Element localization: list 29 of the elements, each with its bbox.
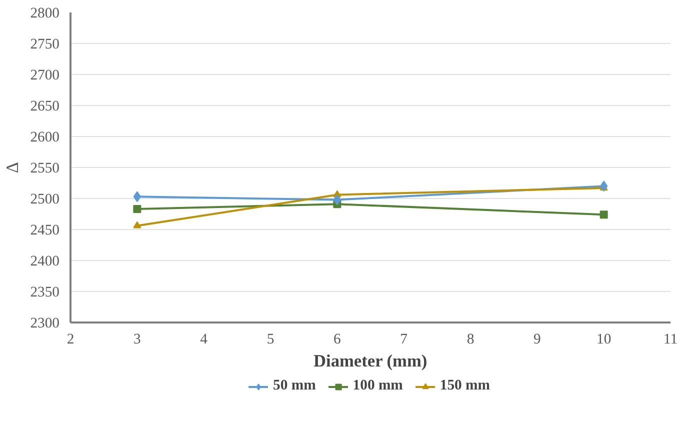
y-tick-label: 2350 bbox=[30, 284, 60, 300]
x-tick-label: 9 bbox=[534, 332, 541, 348]
y-axis-title: Δ bbox=[3, 162, 22, 174]
y-tick-label: 2650 bbox=[30, 98, 60, 114]
legend-label: 150 mm bbox=[440, 378, 490, 394]
y-tick-label: 2300 bbox=[30, 316, 60, 332]
x-tick-label: 8 bbox=[466, 332, 474, 348]
x-tick-label: 5 bbox=[266, 332, 274, 348]
y-tick-label: 2750 bbox=[30, 36, 60, 52]
x-tick-label: 3 bbox=[134, 332, 141, 348]
y-tick-label: 2550 bbox=[30, 160, 60, 176]
x-tick-label: 2 bbox=[66, 332, 74, 348]
y-tick-label: 2700 bbox=[30, 68, 60, 84]
y-tick-label: 2450 bbox=[30, 222, 60, 238]
y-tick-label: 2500 bbox=[30, 192, 60, 208]
point bbox=[133, 205, 142, 214]
x-tick-label: 10 bbox=[596, 332, 612, 348]
x-tick-label: 7 bbox=[400, 332, 408, 348]
x-tick-label: 4 bbox=[200, 332, 208, 348]
y-tick-label: 2600 bbox=[30, 130, 60, 146]
x-axis-title: Diameter (mm) bbox=[313, 352, 428, 370]
legend-label: 50 mm bbox=[273, 378, 316, 394]
point bbox=[600, 210, 608, 219]
x-tick-label: 11 bbox=[663, 332, 678, 348]
point bbox=[133, 221, 142, 228]
legend-label: 100 mm bbox=[352, 378, 403, 394]
x-tick-label: 6 bbox=[334, 332, 341, 348]
y-tick-label: 2800 bbox=[30, 6, 60, 22]
y-tick-label: 2400 bbox=[30, 254, 60, 270]
